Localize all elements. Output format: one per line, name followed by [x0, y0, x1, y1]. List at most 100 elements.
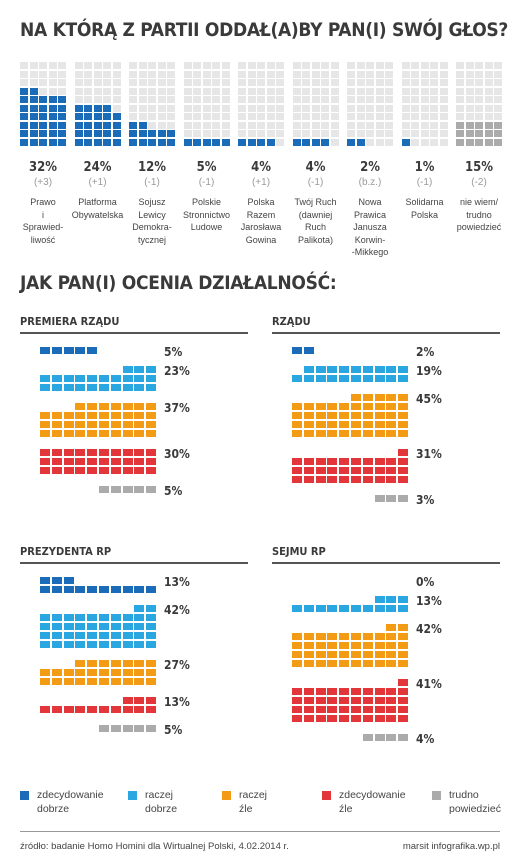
legend-label-line: zdecydowanie — [339, 789, 406, 801]
party-cell-filled — [20, 138, 28, 146]
rating-cell — [398, 495, 409, 502]
rating-cell — [362, 467, 373, 474]
party-name-line: Sojusz — [138, 197, 166, 207]
party-cell-empty — [29, 62, 38, 69]
rating-cell — [362, 633, 373, 640]
party-cell-empty — [385, 138, 393, 146]
party-cell-empty — [112, 70, 121, 78]
rating-cell — [110, 614, 121, 621]
rating-cell — [122, 486, 133, 493]
party-cell-filled — [347, 138, 355, 146]
party-cell-filled — [29, 104, 38, 112]
party-cell-empty — [439, 121, 448, 129]
panel-title: PREZYDENTA RP — [20, 545, 112, 558]
party-cell-empty — [74, 62, 83, 69]
rating-cell — [122, 375, 133, 382]
party-cell-empty — [202, 113, 211, 120]
rating-cell — [398, 688, 409, 695]
party-cell-empty — [112, 62, 121, 69]
rating-cell — [146, 384, 157, 391]
rating-cell — [339, 688, 350, 695]
party-cell-empty — [494, 113, 502, 120]
party-cell-empty — [321, 113, 329, 120]
rating-cell — [122, 660, 133, 667]
rating-cell — [87, 458, 98, 465]
rating-cell — [99, 458, 109, 465]
party-change: (-1) — [307, 177, 324, 188]
rating-cell — [99, 421, 109, 428]
party-cell-filled — [20, 87, 28, 95]
main-title: NA KTÓRĄ Z PARTII ODDAŁ(A)BY PAN(I) SWÓJ… — [20, 19, 509, 41]
rating-cell — [362, 403, 373, 410]
rating-cell — [99, 486, 109, 493]
rating-cell — [134, 614, 145, 621]
party-cell-filled — [103, 113, 111, 120]
party-change: (-1) — [144, 177, 160, 188]
rating-cell — [146, 725, 157, 732]
party-cell-empty — [167, 113, 175, 120]
rating-cell — [110, 421, 121, 428]
rating-cell — [87, 430, 98, 437]
rating-cell — [315, 467, 326, 474]
rating-cell — [292, 430, 302, 437]
rating-cell — [315, 375, 326, 382]
rating-cell — [146, 458, 157, 465]
rating-cell — [327, 633, 338, 640]
party-cell-filled — [494, 121, 502, 129]
party-cell-empty — [330, 62, 339, 69]
rating-cell — [110, 669, 121, 676]
rating-cell — [63, 458, 74, 465]
party-name: nie wiem/trudno powiedzieć — [450, 196, 508, 234]
party-cell-empty — [456, 62, 464, 69]
rating-value: 31% — [416, 447, 442, 461]
legend-label: zdecydowanie dobrze — [37, 788, 104, 816]
party-cell-empty — [247, 70, 256, 78]
rating-cell — [351, 642, 361, 649]
party-cell-empty — [93, 62, 102, 69]
rating-cell — [110, 430, 121, 437]
party-cell-empty — [465, 87, 474, 95]
party-cell-empty — [221, 87, 230, 95]
party-cell-empty — [430, 121, 438, 129]
party-cell-empty — [411, 87, 419, 95]
rating-cell — [351, 651, 361, 658]
rating-cell — [398, 366, 409, 373]
party-name: Polskie Stronnictwo Ludowe — [178, 196, 236, 234]
rating-cell — [398, 403, 409, 410]
party-cell-empty — [292, 62, 301, 69]
party-cell-empty — [484, 62, 493, 69]
party-cell-empty — [375, 138, 384, 146]
party-cell-empty — [266, 96, 275, 103]
party-cell-empty — [238, 121, 246, 129]
party-cell-empty — [439, 104, 448, 112]
rating-value: 42% — [416, 622, 442, 636]
party-cell-filled — [401, 138, 410, 146]
rating-cell — [134, 375, 145, 382]
party-cell-empty — [238, 79, 246, 86]
party-cell-filled — [58, 138, 66, 146]
rating-cell — [315, 660, 326, 667]
rating-cell — [122, 366, 133, 373]
rating-cell — [351, 412, 361, 419]
rating-cell — [374, 697, 385, 704]
rating-cell — [75, 641, 86, 648]
rating-cell — [87, 660, 98, 667]
party-cell-empty — [257, 87, 265, 95]
rating-cell — [40, 449, 50, 456]
party-cell-filled — [93, 130, 102, 137]
party-cell-empty — [157, 121, 166, 129]
rating-cell — [146, 660, 157, 667]
rating-cell — [51, 347, 62, 354]
rating-cell — [134, 669, 145, 676]
rating-cell — [87, 678, 98, 685]
rating-cell — [386, 633, 397, 640]
rating-cell — [63, 375, 74, 382]
rating-cell — [51, 669, 62, 676]
rating-cell — [386, 366, 397, 373]
rating-value: 0% — [416, 575, 435, 589]
party-cell-filled — [494, 138, 502, 146]
rating-cell — [327, 651, 338, 658]
rating-cell — [351, 375, 361, 382]
party-cell-filled — [20, 121, 28, 129]
party-cell-empty — [475, 104, 483, 112]
